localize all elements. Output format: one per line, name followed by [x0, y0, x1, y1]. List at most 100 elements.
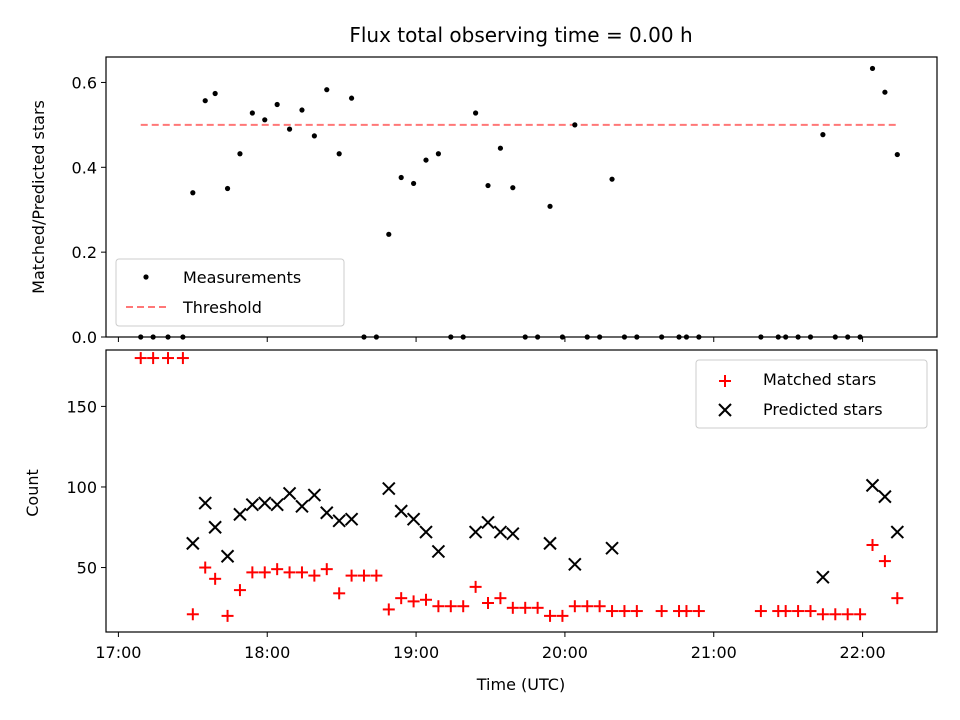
matched-star-point [295, 566, 308, 579]
matched-star-point [221, 609, 234, 622]
predicted-star-point [568, 557, 582, 572]
predicted-star-point [605, 541, 619, 555]
matched-star-point [407, 595, 420, 608]
predicted-star-point [295, 499, 309, 514]
measurement-point [398, 174, 404, 181]
ratio-plot-frame [105, 56, 938, 338]
measurement-point [609, 176, 615, 182]
ratio-panel: Flux total observing time = 0.00 h Match… [29, 23, 938, 347]
predicted-star-point [344, 512, 359, 526]
matched-star-point [357, 569, 370, 582]
measurement-point [410, 180, 417, 187]
measurement-point [202, 98, 208, 104]
predicted-star-point [307, 488, 322, 502]
predicted-star-point [543, 536, 557, 551]
predicted-star-point [493, 525, 508, 539]
predicted-star-point [481, 515, 495, 530]
matched-star-point [233, 584, 246, 597]
matched-star-point [482, 596, 495, 609]
count-y-axis-label: Count [23, 469, 42, 517]
predicted-star-point [245, 497, 260, 512]
matched-star-point [246, 566, 259, 579]
count-y-tick-label: 100 [66, 478, 97, 497]
matched-star-point [444, 600, 457, 613]
count-plot-frame [105, 349, 938, 633]
matched-star-point [147, 352, 160, 365]
matched-star-point [506, 601, 519, 614]
predicted-star-point [258, 496, 272, 510]
matched-star-point [581, 600, 594, 613]
matched-star-point [544, 609, 557, 622]
x-tick-label: 17:00 [95, 643, 141, 662]
measurement-point [262, 117, 268, 123]
legend-predicted-marker [718, 403, 732, 417]
measurement-point [386, 231, 392, 237]
ratio-axes-layer: 0.0 0.2 0.4 0.6 [72, 73, 864, 347]
matched-star-point [370, 569, 383, 582]
count-axes-layer: 17:00 18:00 19:00 20:00 21:00 22:00 50 100 150 [66, 397, 885, 662]
measurement-point [311, 133, 317, 139]
predicted-star-point [186, 536, 200, 551]
legend-predicted-label: Predicted stars [763, 400, 883, 419]
matched-star-point [841, 608, 854, 621]
count-legend: Matched stars Predicted stars [695, 359, 928, 429]
matched-star-point [866, 538, 879, 551]
matched-star-point [531, 601, 544, 614]
measurement-point [869, 65, 876, 72]
measurement-point [190, 190, 196, 196]
count-y-tick-label: 50 [77, 559, 97, 578]
matched-star-point [395, 592, 408, 605]
x-tick-label: 19:00 [393, 643, 439, 662]
matched-star-point [618, 605, 631, 618]
ratio-legend: Measurements Threshold [115, 258, 345, 327]
measurement-point [336, 151, 342, 157]
matched-star-point [134, 352, 147, 365]
measurement-point [274, 101, 280, 108]
matched-star-point [333, 587, 346, 600]
measurement-point [882, 89, 888, 95]
measurement-point [237, 151, 243, 157]
chart-title: Flux total observing time = 0.00 h [349, 23, 692, 47]
matched-star-point [891, 592, 904, 605]
matched-star-point [469, 580, 482, 593]
matched-star-point [345, 569, 358, 582]
count-panel: Count Time (UTC) 17:00 18:00 19:00 20:00 21:… [23, 349, 938, 694]
matched-star-point [320, 563, 333, 576]
ratio-marks-layer [138, 65, 900, 340]
matched-star-point [271, 563, 284, 576]
measurement-point [497, 145, 504, 151]
predicted-star-point [419, 525, 433, 539]
predicted-star-point [382, 481, 396, 496]
matched-star-point [308, 569, 321, 582]
legend-matched-label: Matched stars [763, 370, 876, 389]
measurement-point [324, 87, 330, 93]
predicted-star-point [865, 478, 880, 493]
matched-star-point [804, 605, 817, 618]
predicted-star-point [208, 520, 222, 534]
legend-threshold-label: Threshold [182, 298, 262, 317]
predicted-star-point [506, 526, 520, 541]
ratio-y-tick-label: 0.0 [72, 328, 97, 347]
predicted-star-point [282, 486, 297, 501]
legend-measurements-marker [143, 274, 149, 280]
legend-measurements-label: Measurements [183, 268, 301, 287]
measurement-point [224, 185, 231, 192]
matched-star-point [382, 603, 395, 616]
ratio-y-tick-label: 0.4 [72, 158, 97, 177]
measurement-point [485, 182, 491, 189]
predicted-star-point [468, 525, 483, 539]
count-y-tick-label: 150 [66, 397, 97, 416]
matched-star-point [792, 605, 805, 618]
matched-star-point [816, 608, 829, 621]
matched-star-point [186, 608, 199, 621]
measurement-point [820, 132, 826, 138]
measurement-point [286, 126, 293, 132]
matched-star-point [606, 605, 619, 618]
matched-star-point [593, 600, 606, 613]
matched-star-point [209, 572, 222, 585]
predicted-star-point [233, 507, 247, 522]
measurement-point [510, 185, 516, 191]
predicted-star-point [394, 504, 408, 518]
ratio-y-tick-label: 0.2 [72, 243, 97, 262]
